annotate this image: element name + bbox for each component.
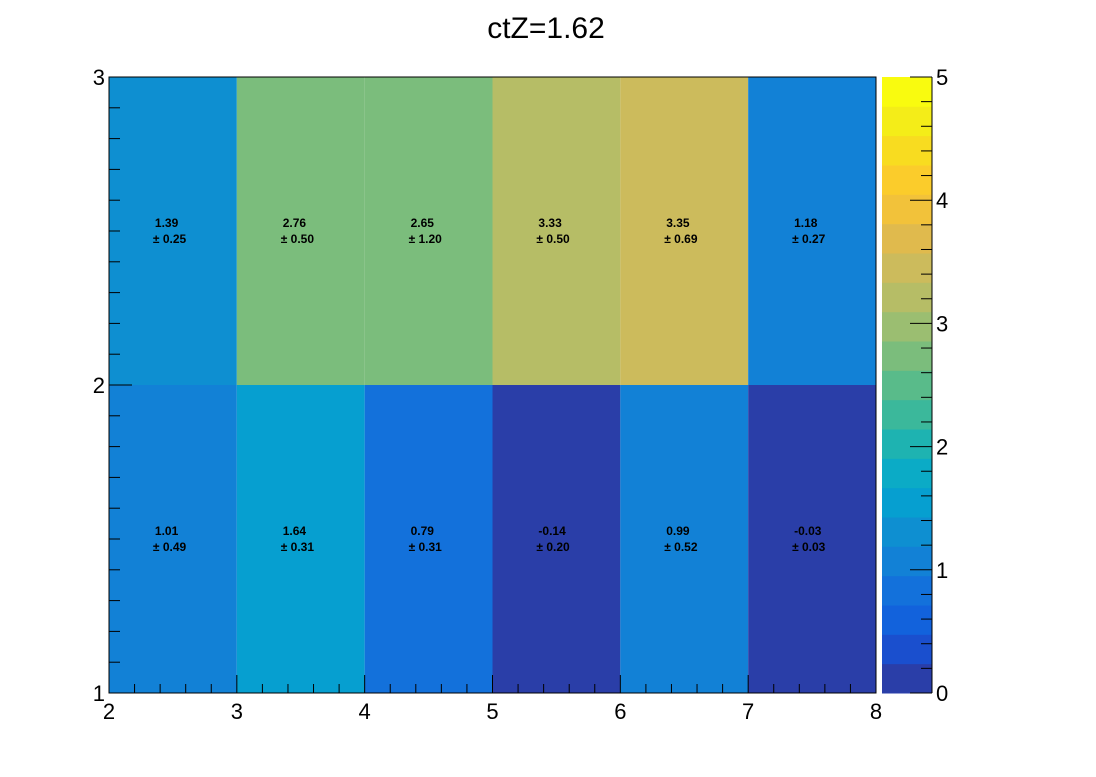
- color-scale-tick-label: 5: [936, 65, 948, 90]
- cell-error-label: ± 0.49: [153, 540, 187, 554]
- color-scale-band: [882, 575, 932, 606]
- x-tick-label: 6: [614, 699, 626, 724]
- color-scale-band: [882, 77, 932, 107]
- heatmap-cell: [109, 77, 237, 385]
- cell-error-label: ± 0.50: [536, 232, 570, 246]
- heatmap-cell: [748, 77, 876, 385]
- color-scale-band: [882, 429, 932, 459]
- cell-error-label: ± 0.27: [792, 232, 826, 246]
- cell-value-label: -0.14: [538, 524, 566, 538]
- color-scale-band: [882, 634, 932, 665]
- heatmap-cells: [109, 77, 876, 693]
- heatmap-cell: [492, 385, 621, 693]
- cell-value-label: 0.99: [666, 524, 690, 538]
- cell-error-label: ± 0.50: [281, 232, 315, 246]
- heatmap-cell: [748, 385, 876, 693]
- cell-error-label: ± 1.20: [409, 232, 443, 246]
- color-scale-band: [882, 341, 932, 371]
- cell-value-label: 2.76: [283, 216, 307, 230]
- x-tick-label: 7: [742, 699, 754, 724]
- x-tick-label: 4: [359, 699, 371, 724]
- heatmap-cell: [364, 385, 493, 693]
- y-tick-label: 1: [93, 681, 105, 706]
- color-scale-tick-label: 1: [936, 558, 948, 583]
- x-tick-label: 8: [870, 699, 882, 724]
- color-scale-band: [882, 458, 932, 489]
- cell-value-label: 0.79: [411, 524, 435, 538]
- y-axis: 1 2 3: [93, 65, 132, 706]
- cell-error-label: ± 0.31: [409, 540, 443, 554]
- x-tick-label: 3: [231, 699, 243, 724]
- cell-value-label: 1.01: [155, 524, 179, 538]
- cell-error-label: ± 0.31: [281, 540, 315, 554]
- chart-title: ctZ=1.62: [487, 12, 605, 45]
- color-scale-band: [882, 605, 932, 635]
- color-scale-tick-label: 2: [936, 435, 948, 460]
- color-scale-tick-label: 0: [936, 681, 948, 706]
- color-scale-bar: 0 1 2 3 4 5: [882, 65, 948, 706]
- color-scale-band: [882, 370, 932, 401]
- cell-value-label: 1.64: [283, 524, 307, 538]
- cell-value-label: 3.33: [538, 216, 562, 230]
- cell-value-label: 1.39: [155, 216, 179, 230]
- heatmap-cell: [109, 385, 237, 693]
- y-tick-label: 2: [93, 373, 105, 398]
- heatmap-cell: [492, 77, 621, 385]
- color-scale-band: [882, 311, 932, 342]
- color-scale-band: [882, 223, 932, 254]
- heatmap-cell: [236, 385, 365, 693]
- color-scale-band: [882, 282, 932, 313]
- cell-value-label: 3.35: [666, 216, 690, 230]
- cell-error-label: ± 0.03: [792, 540, 826, 554]
- color-scale-band: [882, 546, 932, 577]
- color-scale-band: [882, 106, 932, 137]
- heatmap-cell: [236, 77, 365, 385]
- cell-error-label: ± 0.20: [536, 540, 570, 554]
- color-scale-tick-label: 4: [936, 188, 948, 213]
- color-scale-tick-label: 3: [936, 311, 948, 336]
- color-scale-band: [882, 194, 932, 225]
- heatmap-cell: [620, 77, 749, 385]
- cell-error-label: ± 0.25: [153, 232, 187, 246]
- color-scale-band: [882, 253, 932, 283]
- color-scale-band: [882, 165, 932, 195]
- cell-error-label: ± 0.69: [664, 232, 698, 246]
- color-scale-band: [882, 399, 932, 430]
- heatmap-cell: [364, 77, 493, 385]
- cell-value-label: 1.18: [794, 216, 818, 230]
- x-axis: 2 3 4 5 6 7 8: [103, 675, 882, 724]
- y-tick-label: 3: [93, 65, 105, 90]
- color-scale-band: [882, 487, 932, 518]
- cell-value-label: -0.03: [794, 524, 822, 538]
- heatmap-cell: [620, 385, 749, 693]
- cell-value-label: 2.65: [411, 216, 435, 230]
- x-tick-label: 2: [103, 699, 115, 724]
- x-tick-label: 5: [486, 699, 498, 724]
- cell-error-label: ± 0.52: [664, 540, 698, 554]
- heatmap-cell-labels: 1.01 ± 0.49 1.64 ± 0.31 0.79 ± 0.31 -0.14 ± 0.2…: [153, 216, 826, 554]
- color-scale-band: [882, 517, 932, 547]
